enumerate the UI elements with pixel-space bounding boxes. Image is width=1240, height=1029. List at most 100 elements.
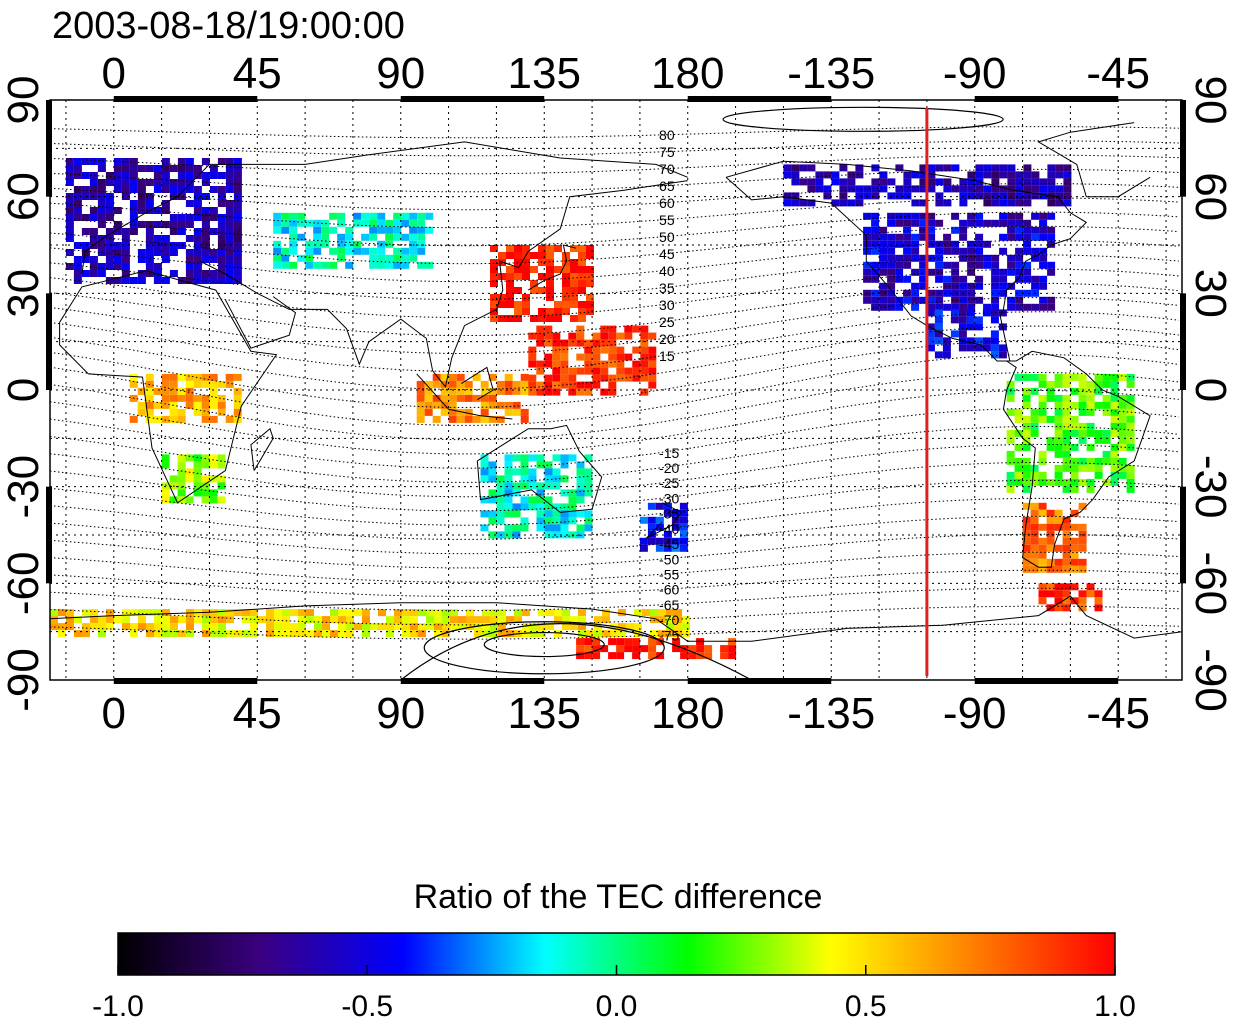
tec-cell bbox=[1126, 464, 1135, 472]
tec-cell bbox=[145, 394, 154, 402]
tec-cell bbox=[552, 482, 561, 490]
tec-cell bbox=[185, 172, 194, 179]
tec-cell bbox=[1126, 373, 1135, 381]
tec-cell bbox=[233, 373, 242, 381]
tec-cell bbox=[823, 192, 832, 200]
tec-cell bbox=[999, 275, 1008, 283]
tec-cell bbox=[161, 394, 170, 402]
tec-cell bbox=[958, 309, 967, 317]
tec-cell bbox=[321, 240, 330, 248]
tec-cell bbox=[169, 242, 178, 249]
tec-cell bbox=[618, 623, 626, 631]
tec-cell bbox=[314, 630, 322, 638]
magnetic-latitude-contour bbox=[50, 408, 1179, 469]
tec-cell bbox=[1022, 544, 1031, 552]
tec-cell bbox=[983, 219, 992, 227]
tec-cell bbox=[1062, 380, 1071, 388]
tec-cell bbox=[105, 242, 114, 249]
tec-cell bbox=[305, 261, 314, 269]
tec-cell bbox=[362, 609, 370, 617]
tec-cell bbox=[578, 623, 586, 631]
coastline bbox=[250, 427, 274, 471]
tec-cell bbox=[1014, 443, 1023, 451]
tec-cell bbox=[169, 496, 178, 504]
tec-cell bbox=[417, 261, 426, 269]
tec-cell bbox=[1039, 219, 1048, 227]
tec-cell bbox=[592, 374, 601, 382]
tec-cell bbox=[90, 623, 98, 631]
tec-cell bbox=[169, 475, 178, 483]
tec-cell bbox=[129, 172, 138, 179]
tec-cell bbox=[201, 415, 210, 423]
tec-cell bbox=[73, 242, 82, 249]
tec-cell bbox=[967, 240, 976, 248]
tec-cell bbox=[1054, 516, 1063, 524]
tec-cell bbox=[1015, 289, 1024, 297]
tec-cell bbox=[1047, 240, 1056, 248]
tec-cell bbox=[562, 273, 570, 280]
tec-cell bbox=[728, 645, 737, 653]
tec-cell bbox=[153, 186, 162, 193]
tec-cell bbox=[185, 401, 194, 409]
tec-cell bbox=[688, 645, 697, 653]
tec-cell bbox=[942, 344, 951, 352]
tec-cell bbox=[926, 337, 935, 345]
tec-cell bbox=[520, 373, 529, 381]
tec-cell bbox=[1078, 558, 1087, 566]
tec-cell bbox=[903, 192, 912, 200]
tec-cell bbox=[161, 387, 170, 395]
tec-cell bbox=[217, 235, 226, 242]
tec-cell bbox=[1062, 583, 1071, 591]
tec-cell bbox=[1110, 387, 1119, 395]
tec-cell bbox=[911, 233, 920, 241]
tec-cell bbox=[958, 323, 967, 331]
tec-cell bbox=[839, 192, 848, 200]
tec-cell bbox=[1046, 530, 1055, 538]
tec-cell bbox=[178, 630, 186, 638]
tec-cell bbox=[1054, 436, 1063, 444]
coastline bbox=[528, 244, 577, 291]
tec-cell bbox=[97, 193, 106, 200]
tec-cell bbox=[967, 178, 976, 186]
tec-cell bbox=[146, 609, 154, 617]
tec-cell bbox=[1038, 394, 1047, 402]
tec-cell bbox=[568, 367, 577, 375]
magnetic-latitude-label: -30 bbox=[659, 490, 679, 506]
tec-cell bbox=[138, 623, 146, 631]
top-lon-tick-label: -90 bbox=[943, 49, 1007, 98]
tec-cell bbox=[578, 252, 586, 259]
tec-cell bbox=[73, 193, 82, 200]
tec-cell bbox=[161, 249, 170, 256]
tec-cell bbox=[273, 247, 282, 255]
tec-cell bbox=[161, 186, 170, 193]
tec-cell bbox=[1110, 401, 1119, 409]
tec-cell bbox=[1023, 171, 1032, 179]
tec-cell bbox=[161, 158, 170, 165]
tec-cell bbox=[1078, 537, 1087, 545]
tec-cell bbox=[361, 247, 370, 255]
tec-cell bbox=[1039, 282, 1048, 290]
tec-cell bbox=[488, 489, 497, 497]
tec-cell bbox=[538, 609, 546, 617]
tec-cell bbox=[608, 346, 617, 354]
tec-cell bbox=[401, 233, 410, 241]
tec-cell bbox=[536, 489, 545, 497]
tec-cell bbox=[1006, 387, 1015, 395]
tec-cell bbox=[50, 616, 58, 624]
tec-cell bbox=[305, 240, 314, 248]
tec-cell bbox=[225, 277, 234, 284]
tec-cell bbox=[855, 199, 864, 207]
tec-cell bbox=[522, 294, 530, 301]
tec-cell bbox=[121, 263, 130, 270]
tec-cell bbox=[97, 263, 106, 270]
tec-cell bbox=[201, 475, 210, 483]
tec-cell bbox=[89, 270, 98, 277]
tec-cell bbox=[185, 496, 194, 504]
tec-cell bbox=[266, 623, 274, 631]
tec-cell bbox=[951, 164, 960, 172]
colorbar-tick-label: -1.0 bbox=[92, 990, 144, 1023]
tec-cell bbox=[66, 616, 74, 624]
axis-bars bbox=[46, 96, 1186, 684]
tec-cell bbox=[233, 270, 242, 277]
tec-cell bbox=[1038, 478, 1047, 486]
